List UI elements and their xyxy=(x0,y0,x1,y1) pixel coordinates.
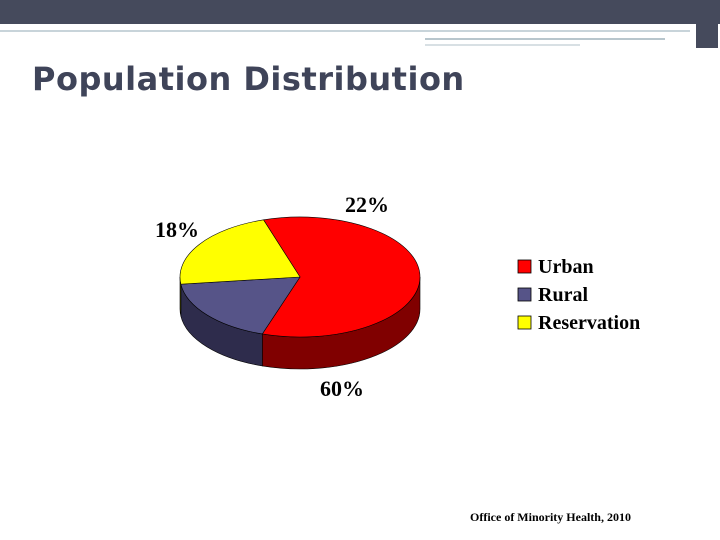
pie-slice-reservation xyxy=(179,219,301,285)
data-label-urban: 60% xyxy=(320,376,364,401)
header-accent-block xyxy=(696,0,718,48)
legend-swatch-reservation xyxy=(517,315,532,330)
header-stripe-2 xyxy=(425,38,665,40)
legend-swatch-urban xyxy=(517,259,532,274)
legend-label-reservation: Reservation xyxy=(538,312,640,334)
header-bar xyxy=(0,0,720,24)
source-citation: Office of Minority Health, 2010 xyxy=(470,510,631,524)
header-stripe xyxy=(0,30,690,32)
data-label-reservation: 22% xyxy=(345,192,389,217)
slide-title: Population Distribution xyxy=(32,60,465,98)
header-stripe-3 xyxy=(425,44,580,46)
legend-label-rural: Rural xyxy=(538,284,588,306)
legend-label-urban: Urban xyxy=(538,256,594,278)
pie-slice-rural xyxy=(180,276,301,335)
pie-slice-urban xyxy=(261,216,421,338)
legend-swatch-rural xyxy=(517,287,532,302)
data-label-rural: 18% xyxy=(155,217,199,242)
